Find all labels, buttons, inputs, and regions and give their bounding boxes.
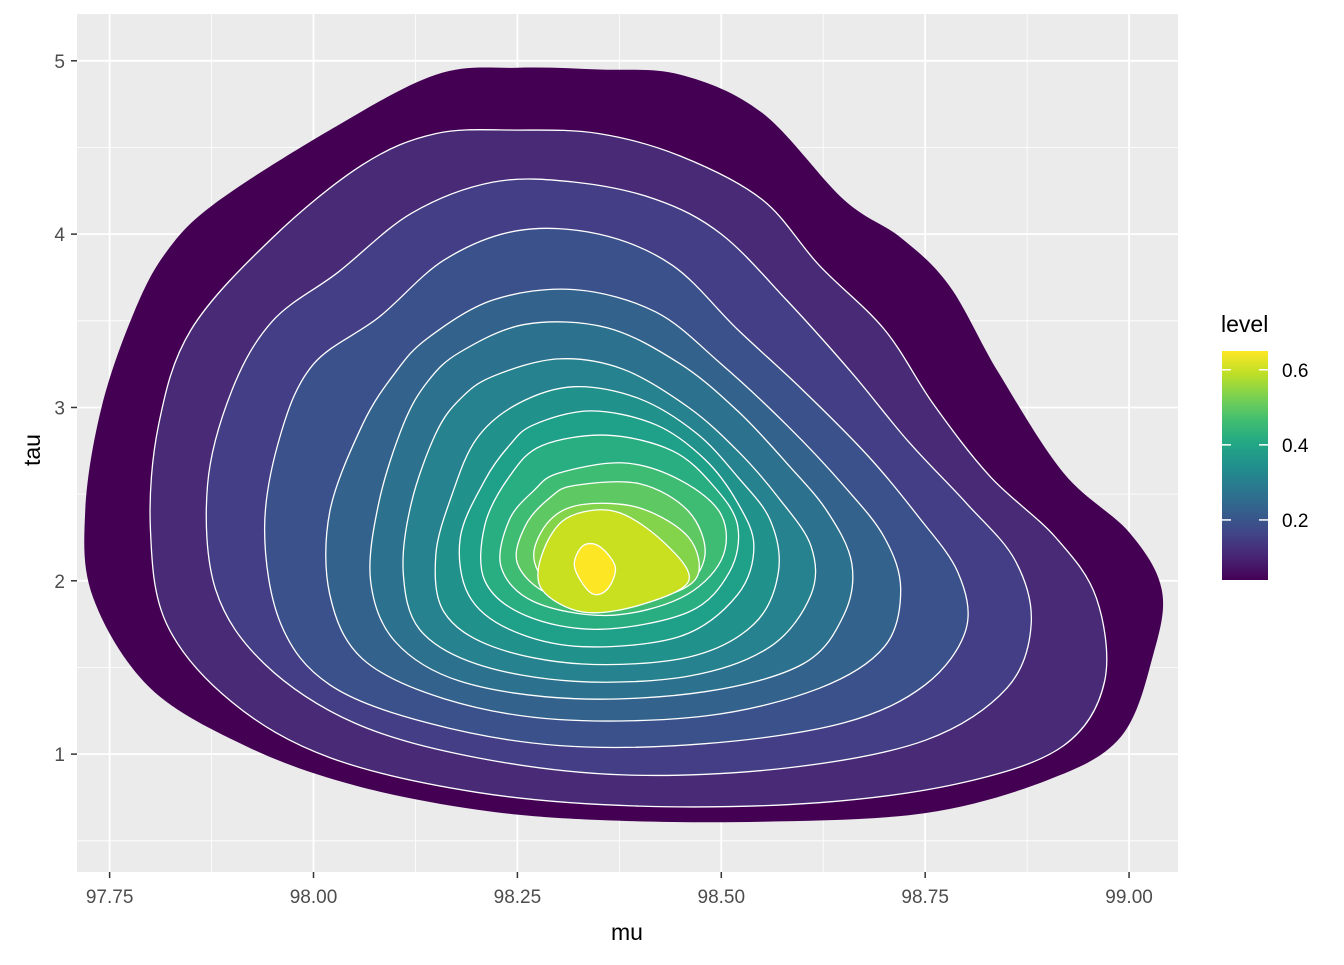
x-tick-label: 99.00 <box>1105 887 1153 908</box>
y-tick-label: 2 <box>54 572 65 593</box>
x-axis-title: mu <box>611 919 643 945</box>
y-tick-label: 5 <box>54 52 65 73</box>
y-axis-title: tau <box>19 434 45 466</box>
y-tick-label: 3 <box>54 398 65 419</box>
axes: 97.75 98.00 98.25 98.50 98.75 99.00 1 2 3 4 5 <box>54 52 1152 908</box>
y-tick-label: 4 <box>54 225 65 246</box>
y-tick-label: 1 <box>54 745 65 766</box>
x-tick-label: 97.75 <box>86 887 134 908</box>
legend: level 0.2 0.4 0.6 <box>1221 311 1309 580</box>
x-tick-label: 98.00 <box>290 887 338 908</box>
x-tick-label: 98.50 <box>698 887 746 908</box>
legend-label: 0.6 <box>1282 361 1308 382</box>
legend-label: 0.2 <box>1282 511 1308 532</box>
legend-ticks: 0.2 0.4 0.6 <box>1222 361 1309 532</box>
legend-title: level <box>1221 311 1268 337</box>
contour-band-0.6 <box>573 542 617 596</box>
x-tick-label: 98.25 <box>494 887 542 908</box>
x-tick-label: 98.75 <box>901 887 949 908</box>
density-contours <box>84 67 1164 823</box>
legend-colorbar <box>1222 351 1268 580</box>
legend-label: 0.4 <box>1282 436 1309 457</box>
